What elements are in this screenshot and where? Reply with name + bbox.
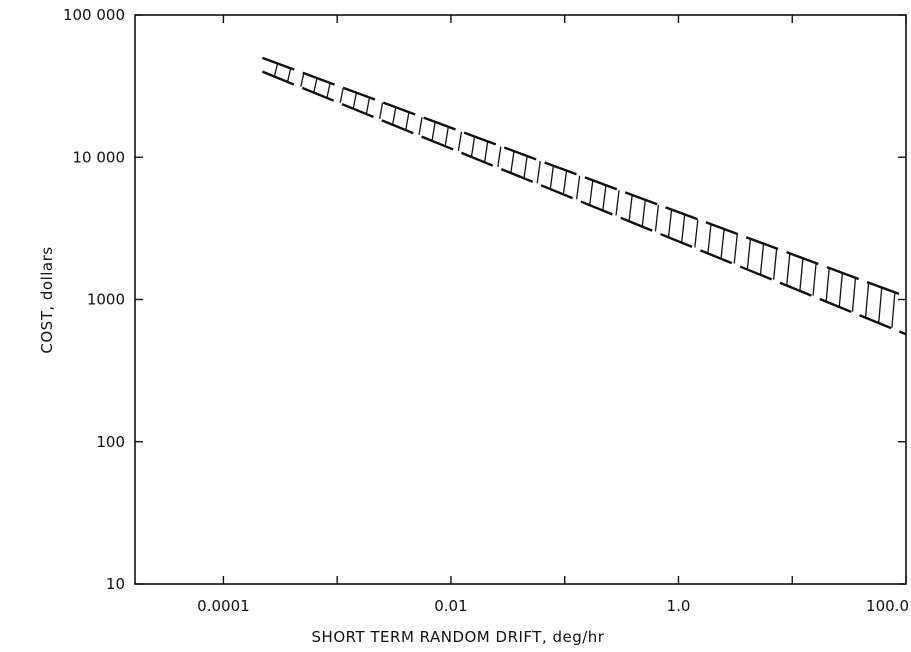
band-hatch-33	[694, 219, 699, 248]
band-hatch-1	[273, 63, 279, 77]
y-tick-label-0: 10	[106, 575, 125, 593]
band-hatch-43	[825, 268, 830, 302]
band-hatch-24	[575, 175, 581, 200]
band-hatch-25	[589, 180, 594, 205]
band-hatch-37	[746, 238, 752, 269]
band-hatch-29	[641, 199, 646, 227]
band-hatch-47	[878, 287, 883, 323]
axis-ticks	[135, 14, 907, 585]
band-hatch-19	[510, 151, 515, 173]
band-hatch-13	[431, 122, 436, 141]
y-tick-label-4: 100 000	[63, 6, 125, 24]
band-hatch-11	[405, 112, 410, 130]
y-tick-label-3: 10 000	[73, 148, 126, 166]
band-hatch-12	[418, 117, 423, 136]
x-tick-label-2: 1.0	[667, 597, 691, 615]
band-hatch-41	[799, 258, 804, 291]
band-hatch-26	[602, 185, 607, 211]
x-tick-label-1: 0.01	[434, 597, 467, 615]
band-hatch-22	[549, 165, 554, 189]
band-hatch-28	[628, 195, 633, 221]
y-axis-label: COST, dollars	[38, 246, 56, 353]
band-hatch-8	[365, 97, 371, 114]
band-hatch-44	[838, 273, 843, 307]
band-hatch-38	[759, 243, 765, 275]
band-hatch-18	[497, 146, 502, 168]
band-hatch-34	[707, 224, 712, 253]
band-hatch-30	[654, 204, 660, 232]
band-upper-edge	[261, 56, 907, 298]
band-hatch-9	[378, 102, 384, 119]
band-hatch-45	[851, 277, 857, 312]
x-tick-label-0: 0.0001	[197, 597, 250, 615]
band-hatch-14	[444, 126, 449, 146]
band-lower-edge	[261, 70, 907, 336]
band-hatch-5	[326, 83, 331, 98]
band-hatch-39	[773, 248, 778, 280]
band-hatch-40	[786, 253, 791, 286]
band-hatch-46	[864, 282, 870, 318]
band-hatch-15	[457, 131, 463, 152]
band-hatch-31	[667, 209, 673, 237]
band-hatch-27	[615, 190, 620, 216]
band-hatch-17	[484, 141, 489, 162]
band-hatch-21	[536, 161, 541, 184]
y-tick-label-1: 100	[96, 433, 125, 451]
band-hatch-42	[812, 263, 817, 296]
band-hatch-6	[339, 87, 344, 103]
band-hatch-10	[392, 107, 397, 125]
band-hatch-7	[352, 92, 357, 109]
x-tick-label-3: 100.0	[866, 597, 909, 615]
band-hatch-4	[313, 78, 318, 93]
band-hatch-32	[681, 214, 686, 243]
band-hatch-20	[523, 156, 528, 178]
y-tick-label-2: 1000	[87, 291, 125, 309]
cost-band	[261, 56, 907, 336]
band-hatch-3	[300, 73, 305, 87]
band-hatch-36	[733, 234, 738, 264]
band-hatch-48	[891, 292, 896, 328]
band-hatch-2	[287, 68, 292, 82]
tick-labels: 10 100 1000 10 000 100 000 0.0001 0.01 1.0 100.0	[63, 6, 909, 615]
band-hatch-23	[562, 170, 568, 194]
band-hatch-35	[720, 229, 725, 259]
x-axis-label: SHORT TERM RANDOM DRIFT, deg/hr	[312, 628, 605, 646]
band-hatch-16	[470, 136, 476, 157]
